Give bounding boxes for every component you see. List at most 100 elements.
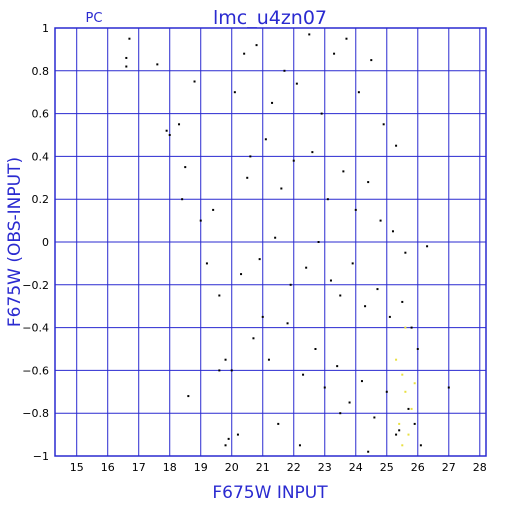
data-point-s0-39 — [280, 187, 283, 190]
x-tick-label-11: 26 — [411, 461, 425, 474]
data-point-s0-4 — [178, 123, 181, 126]
data-point-s0-71 — [348, 401, 351, 404]
x-tick-label-7: 22 — [287, 461, 301, 474]
data-point-s0-35 — [382, 123, 385, 126]
data-point-s0-3 — [168, 134, 171, 136]
data-point-s0-74 — [385, 390, 388, 393]
data-point-s0-73 — [373, 416, 376, 419]
data-point-s0-7 — [199, 219, 202, 222]
y-tick-label-7: 0.4 — [32, 150, 50, 163]
data-points — [125, 33, 450, 453]
data-point-s0-47 — [391, 230, 394, 233]
chart-subtitle: PC — [86, 11, 103, 26]
data-point-s0-79 — [277, 422, 280, 425]
x-tick-label-9: 24 — [349, 461, 363, 474]
data-point-s0-46 — [379, 219, 382, 222]
data-point-s0-33 — [357, 91, 360, 94]
data-point-s0-70 — [336, 365, 339, 368]
data-point-s0-76 — [407, 407, 410, 410]
data-point-s0-66 — [286, 322, 289, 325]
data-point-s0-32 — [345, 37, 348, 40]
data-point-s0-43 — [342, 170, 345, 173]
data-point-s0-29 — [308, 33, 311, 36]
data-point-s0-41 — [311, 151, 314, 154]
x-tick-label-12: 27 — [442, 461, 456, 474]
data-point-s0-82 — [367, 450, 370, 453]
y-tick-labels: −1 −0.8 −0.6 −0.4 −0.2 0 0.2 0.4 0.6 0.8 1 — [22, 22, 49, 463]
y-tick-label-6: 0.2 — [32, 193, 50, 206]
data-point-s0-8 — [212, 208, 215, 211]
data-point-s0-30 — [320, 112, 323, 115]
y-tick-label-8: 0.6 — [32, 108, 50, 121]
data-point-s0-40 — [292, 159, 295, 162]
data-point-s0-45 — [367, 181, 370, 184]
data-point-s0-21 — [205, 262, 208, 265]
data-point-s0-56 — [339, 294, 342, 297]
plot-frame — [54, 27, 487, 457]
x-tick-label-4: 19 — [194, 461, 208, 474]
y-tick-label-0: −1 — [33, 450, 49, 463]
data-point-s0-26 — [271, 101, 274, 104]
data-point-s0-83 — [395, 433, 398, 436]
data-point-s0-60 — [388, 315, 391, 318]
data-point-s0-44 — [354, 208, 357, 211]
data-point-s0-69 — [323, 386, 326, 389]
data-point-s0-20 — [165, 129, 168, 132]
data-point-s0-78 — [230, 369, 233, 372]
x-tick-label-0: 15 — [70, 461, 84, 474]
data-point-s0-62 — [410, 326, 413, 329]
data-point-s0-11 — [261, 315, 264, 318]
data-point-s0-85 — [419, 444, 422, 447]
data-point-s1-6 — [413, 382, 416, 385]
data-point-s0-27 — [283, 69, 286, 72]
y-axis-label: F675W (OBS-INPUT) — [5, 157, 25, 327]
data-point-s0-16 — [181, 198, 184, 201]
x-tick-label-13: 28 — [473, 461, 487, 474]
data-point-s0-38 — [264, 138, 267, 141]
x-tick-label-8: 23 — [318, 461, 332, 474]
data-point-s0-48 — [404, 251, 407, 254]
data-point-s0-80 — [298, 444, 301, 447]
data-point-s0-75 — [398, 429, 401, 432]
data-point-s0-53 — [305, 266, 308, 269]
data-point-s0-25 — [255, 44, 258, 47]
data-point-s0-42 — [326, 198, 329, 201]
data-point-s0-28 — [295, 82, 298, 85]
data-point-s0-63 — [416, 348, 419, 350]
data-point-s0-5 — [184, 166, 187, 169]
data-point-s0-57 — [351, 262, 354, 265]
data-point-s1-5 — [407, 433, 410, 436]
data-point-s0-37 — [246, 176, 249, 179]
data-point-s0-51 — [274, 236, 277, 239]
y-tick-label-9: 0.8 — [32, 65, 50, 78]
data-point-s0-49 — [240, 273, 243, 276]
chart-title: lmc_u4zn07 — [213, 7, 327, 29]
data-point-s0-17 — [224, 358, 227, 361]
data-point-s1-7 — [401, 444, 404, 447]
data-point-s0-54 — [317, 241, 320, 243]
x-tick-labels: 15 16 17 18 19 20 21 22 23 24 25 26 27 28 — [70, 461, 487, 474]
x-axis-label: F675W INPUT — [212, 483, 328, 503]
data-point-s0-61 — [401, 300, 404, 303]
data-point-s0-64 — [252, 337, 255, 340]
x-tick-label-1: 16 — [101, 461, 115, 474]
data-point-s0-2 — [156, 63, 159, 66]
y-tick-label-2: −0.6 — [22, 364, 49, 377]
data-point-s0-50 — [258, 258, 261, 261]
x-tick-label-3: 18 — [163, 461, 177, 474]
data-point-s0-55 — [329, 279, 332, 282]
y-tick-label-4: −0.2 — [22, 279, 49, 292]
data-point-s0-72 — [360, 380, 363, 383]
data-point-s0-18 — [224, 444, 227, 447]
data-point-s0-81 — [339, 412, 342, 415]
data-point-s0-13 — [447, 386, 450, 389]
y-tick-label-10: 1 — [42, 22, 49, 35]
data-point-s0-23 — [218, 369, 221, 372]
data-point-s0-77 — [227, 437, 230, 440]
grid-lines — [55, 27, 486, 457]
data-point-s0-19 — [243, 52, 246, 55]
data-point-s0-10 — [249, 155, 252, 158]
y-tick-label-5: 0 — [42, 236, 49, 249]
x-tick-label-6: 21 — [256, 461, 270, 474]
data-point-s0-9 — [218, 294, 221, 297]
